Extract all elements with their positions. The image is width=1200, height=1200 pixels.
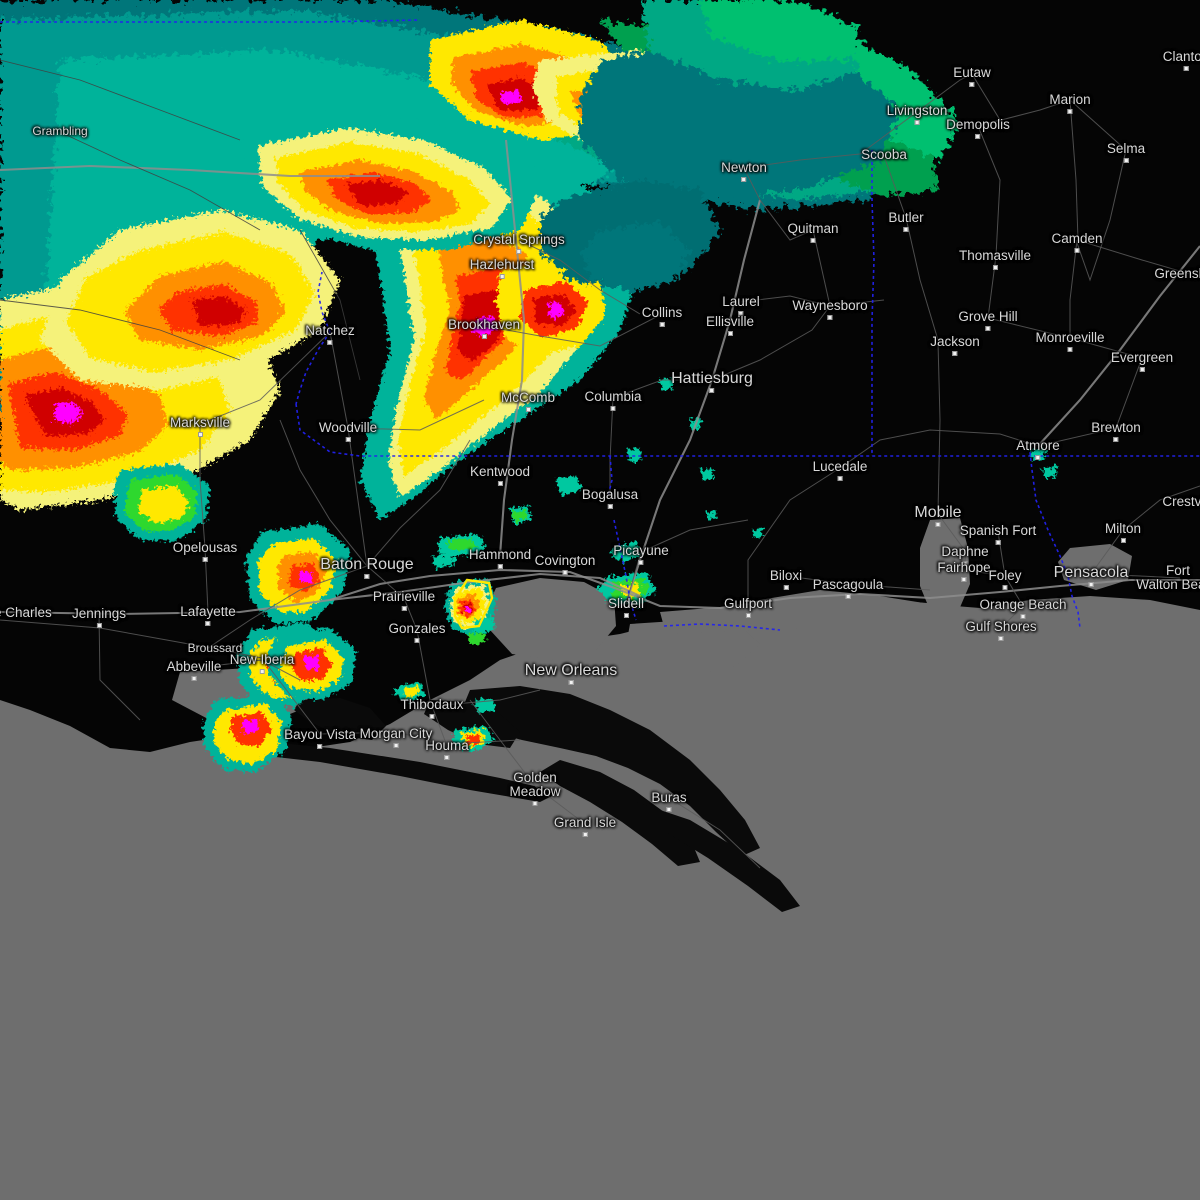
severe-thunderstorm-warning-polygon[interactable] [453, 578, 494, 630]
